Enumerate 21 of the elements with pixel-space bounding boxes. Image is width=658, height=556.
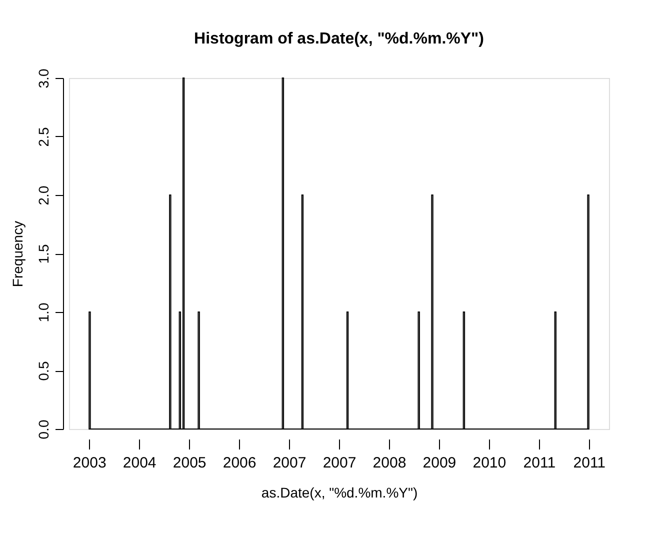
x-tick-label: 2011 [573, 454, 606, 472]
x-tick-label: 2003 [72, 454, 106, 472]
x-tick-label: 2005 [172, 454, 206, 472]
x-tick-label: 2009 [422, 454, 456, 472]
x-tick-label: 2010 [472, 454, 506, 472]
x-tick-label: 2008 [372, 454, 406, 472]
y-tick-label: 0.0 [36, 420, 52, 440]
x-tick-label: 2006 [222, 454, 256, 472]
y-axis-title: Frequency [10, 220, 26, 288]
chart-title: Histogram of as.Date(x, "%d.%m.%Y") [194, 30, 484, 48]
y-tick-label: 3.0 [36, 68, 52, 88]
x-tick-label: 2011 [523, 454, 556, 472]
y-tick-label: 2.5 [36, 127, 52, 147]
y-tick-label: 1.5 [36, 244, 52, 264]
y-tick-label: 0.5 [36, 361, 52, 381]
x-axis-title: as.Date(x, "%d.%m.%Y") [261, 484, 418, 500]
x-tick-label: 2004 [122, 454, 156, 472]
y-tick-label: 1.0 [36, 302, 52, 322]
x-tick-label: 2007 [322, 454, 356, 472]
x-tick-label: 2007 [272, 454, 306, 472]
y-tick-label: 2.0 [36, 186, 52, 206]
